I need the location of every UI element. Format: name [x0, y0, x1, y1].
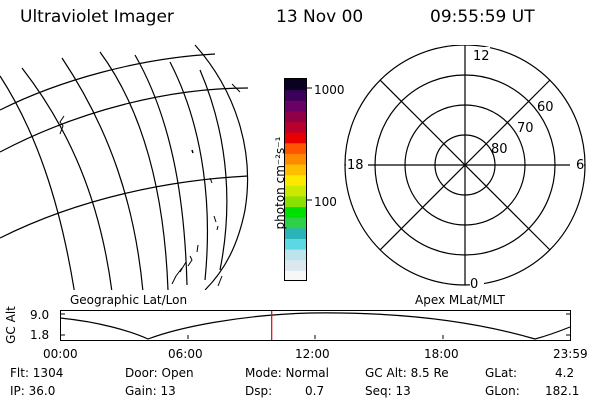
dsp-label: Dsp: [245, 384, 273, 398]
colorbar-cell [285, 217, 306, 229]
sequence-number: Seq: 13 [365, 384, 411, 398]
colorbar-cell [285, 185, 306, 197]
colorbar-cell [285, 238, 306, 250]
meridian-line [21, 67, 113, 290]
colorbar-cell [285, 270, 306, 282]
altitude-curve [60, 312, 571, 340]
latitude-line [0, 53, 216, 111]
mlt-6-label: 6 [576, 158, 584, 173]
gc-altitude: GC Alt: 8.5 Re [365, 366, 449, 380]
colorbar-unit-label: photon cm⁻²s⁻¹ [273, 136, 287, 230]
colorbar-cell [285, 100, 306, 112]
apex-label: Apex MLat/MLT [415, 293, 505, 307]
colorbar-cell [285, 110, 306, 123]
latitude-line [0, 175, 249, 239]
gain-value: Gain: 13 [125, 384, 176, 398]
date-label: 13 Nov 00 [276, 7, 364, 27]
coastline [191, 149, 194, 154]
glat-label: GLat: [485, 366, 518, 380]
latitude-line [0, 87, 249, 153]
flight-number: Flt: 1304 [10, 366, 64, 380]
colorbar-cell [285, 227, 306, 239]
glon-label: GLon: [485, 384, 520, 398]
meridian-line [199, 69, 228, 271]
mlt-12-label: 12 [473, 49, 490, 64]
colorbar-cell [285, 249, 306, 261]
timeline-ylabel: GC Alt [3, 306, 18, 344]
app-title: Ultraviolet Imager [20, 7, 174, 27]
timeline-tick-2359: 23:59 [553, 347, 588, 361]
meridian-line [169, 61, 209, 281]
time-label: 09:55:59 UT [430, 7, 535, 27]
colorbar-cell [285, 132, 306, 144]
timeline-tick-1200: 12:00 [295, 347, 330, 361]
colorbar-tick-100: 100 [314, 195, 337, 209]
timeline-y-top: 9.0 [30, 308, 50, 322]
meridian-line [134, 54, 188, 286]
colorbar-cell [285, 174, 306, 186]
glon-value: 182.1 [545, 384, 580, 398]
door-status: Door: Open [125, 366, 194, 380]
colorbar-cell [285, 121, 306, 133]
colorbar-cell [285, 79, 306, 91]
colorbar-cell [285, 142, 306, 154]
coastline [217, 275, 223, 287]
coastline [59, 115, 65, 135]
mlt-18-label: 18 [347, 158, 364, 173]
meridian-line [0, 75, 75, 290]
colorbar-cell [285, 259, 306, 271]
timeline-tick-0000: 00:00 [43, 347, 78, 361]
colorbar [284, 78, 312, 282]
geographic-label: Geographic Lat/Lon [70, 293, 188, 307]
globe-limb [194, 44, 249, 290]
polar-plot: 12 0 18 6 60 70 80 [344, 45, 586, 292]
dsp-value: 0.7 [305, 384, 325, 398]
coastline [209, 177, 219, 231]
coastline [187, 244, 199, 267]
altitude-timeline [60, 310, 571, 341]
colorbar-cell [285, 89, 306, 101]
colorbar-tick-1000: 1000 [314, 83, 345, 97]
coastline [231, 83, 241, 93]
glat-value: 4.2 [555, 366, 575, 380]
mlat-60-label: 60 [537, 100, 554, 115]
colorbar-cell [285, 195, 306, 208]
meridian-line [61, 57, 144, 290]
coastline [171, 261, 187, 285]
geographic-map [0, 44, 249, 290]
meridian-line [99, 51, 169, 290]
timeline-tick-1800: 18:00 [424, 347, 459, 361]
colorbar-cell [285, 153, 306, 165]
mlt-diagonal [379, 79, 551, 251]
colorbar-cell [285, 206, 306, 218]
timeline-y-bottom: 1.8 [30, 328, 50, 342]
colorbar-cell [285, 164, 306, 176]
mlat-70-label: 70 [517, 121, 534, 136]
mlt-0-label: 0 [470, 277, 478, 292]
timeline-tick-0600: 06:00 [168, 347, 203, 361]
ip-value: IP: 36.0 [10, 384, 56, 398]
mlat-80-label: 80 [491, 142, 508, 157]
mode-status: Mode: Normal [245, 366, 329, 380]
